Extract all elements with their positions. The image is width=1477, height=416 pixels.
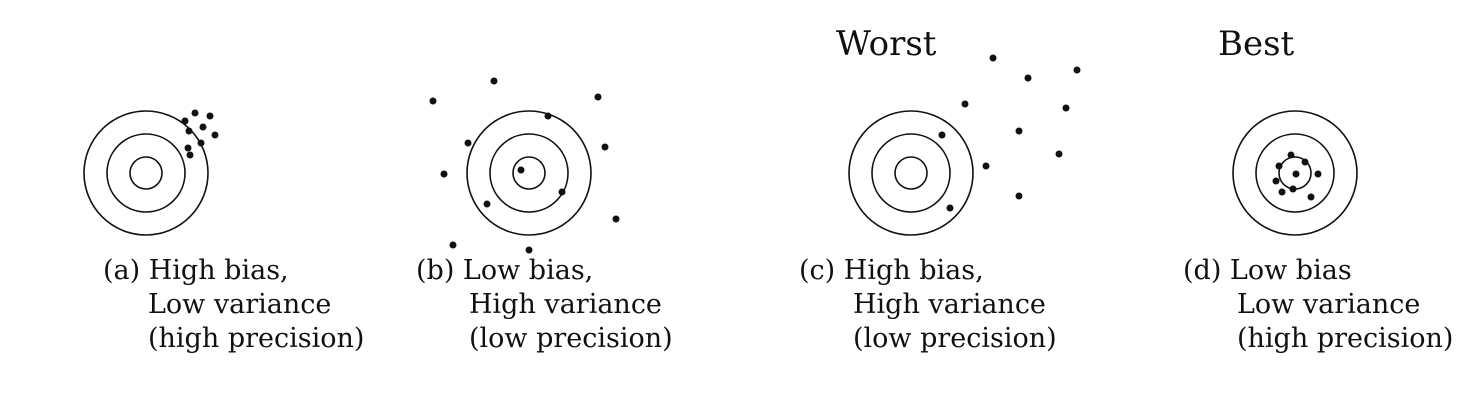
- point-c: [1073, 66, 1081, 74]
- panel-d: (d) Low bias Low variance (high precisio…: [1183, 110, 1453, 354]
- target-b: [466, 110, 592, 236]
- point-d: [1272, 177, 1280, 185]
- point-a: [206, 112, 214, 120]
- point-b: [612, 215, 620, 223]
- point-d: [1289, 185, 1297, 193]
- point-a: [191, 109, 199, 117]
- panel-c: (c) High bias, High variance (low precis…: [799, 54, 1081, 354]
- target-a-middle-ring: [106, 133, 186, 213]
- point-b: [525, 246, 533, 254]
- point-c: [1024, 74, 1032, 82]
- point-d: [1292, 170, 1300, 178]
- point-a: [185, 127, 193, 135]
- point-b: [429, 97, 437, 105]
- target-c-inner-ring: [894, 156, 928, 190]
- point-c: [1015, 192, 1023, 200]
- caption-c: (c) High bias, High variance (low precis…: [799, 255, 1057, 354]
- target-a-inner-ring: [129, 156, 163, 190]
- point-c: [1015, 127, 1023, 135]
- point-b: [558, 188, 566, 196]
- caption-c-line-3: (low precision): [853, 323, 1057, 354]
- point-c: [1062, 104, 1070, 112]
- point-b: [544, 112, 552, 120]
- point-d: [1278, 188, 1286, 196]
- heading-worst: Worst: [836, 24, 937, 64]
- panel-a: (a) High bias, Low variance (high precis…: [83, 109, 364, 354]
- point-c: [1055, 150, 1063, 158]
- caption-a-line-1: (a) High bias,: [103, 255, 289, 286]
- caption-d-line-1: (d) Low bias: [1183, 255, 1352, 286]
- point-a: [211, 131, 219, 139]
- point-c: [989, 54, 997, 62]
- caption-b-line-3: (low precision): [469, 323, 673, 354]
- target-b-outer-ring: [466, 110, 592, 236]
- point-a: [181, 117, 189, 125]
- panel-b: (b) Low bias, High variance (low precisi…: [416, 77, 673, 354]
- target-c: [848, 110, 974, 236]
- point-d: [1301, 158, 1309, 166]
- caption-a-line-2: Low variance: [148, 289, 331, 320]
- caption-d-line-2: Low variance: [1237, 289, 1420, 320]
- point-d: [1275, 162, 1283, 170]
- caption-a-line-3: (high precision): [148, 323, 364, 354]
- point-b: [517, 166, 525, 174]
- heading-best: Best: [1218, 24, 1295, 64]
- point-a: [199, 123, 207, 131]
- point-b: [440, 170, 448, 178]
- points-c: [938, 54, 1081, 212]
- target-c-middle-ring: [871, 133, 951, 213]
- target-c-outer-ring: [848, 110, 974, 236]
- caption-b-line-1: (b) Low bias,: [416, 255, 593, 286]
- caption-d-line-3: (high precision): [1237, 323, 1453, 354]
- caption-b: (b) Low bias, High variance (low precisi…: [416, 255, 673, 354]
- point-b: [449, 241, 457, 249]
- point-d: [1314, 170, 1322, 178]
- caption-d: (d) Low bias Low variance (high precisio…: [1183, 255, 1453, 354]
- caption-c-line-2: High variance: [853, 289, 1046, 320]
- point-c: [938, 131, 946, 139]
- point-b: [490, 77, 498, 85]
- point-b: [601, 143, 609, 151]
- point-a: [186, 151, 194, 159]
- points-d: [1272, 151, 1322, 201]
- caption-a: (a) High bias, Low variance (high precis…: [103, 255, 364, 354]
- point-b: [594, 93, 602, 101]
- target-d-middle-ring: [1255, 133, 1335, 213]
- target-a: [83, 110, 209, 236]
- caption-b-line-2: High variance: [469, 289, 662, 320]
- point-a: [184, 144, 192, 152]
- points-a: [181, 109, 219, 159]
- point-a: [197, 139, 205, 147]
- caption-c-line-1: (c) High bias,: [799, 255, 984, 286]
- point-b: [483, 200, 491, 208]
- point-c: [961, 100, 969, 108]
- point-b: [464, 139, 472, 147]
- point-d: [1287, 151, 1295, 159]
- point-c: [982, 162, 990, 170]
- points-b: [429, 77, 620, 254]
- point-d: [1307, 193, 1315, 201]
- target-b-inner-ring: [512, 156, 546, 190]
- target-a-outer-ring: [83, 110, 209, 236]
- target-b-middle-ring: [489, 133, 569, 213]
- target-d-outer-ring: [1232, 110, 1358, 236]
- point-c: [946, 204, 954, 212]
